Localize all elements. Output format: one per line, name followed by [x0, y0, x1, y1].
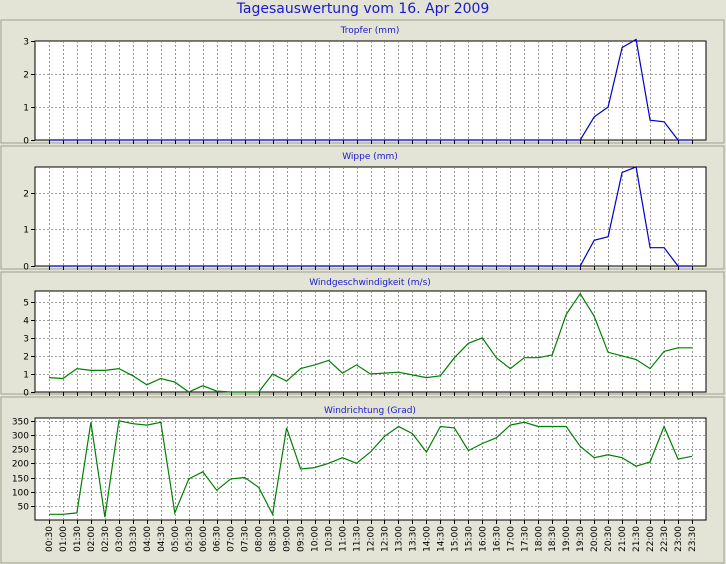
x-tick-label: 10:30: [325, 526, 335, 552]
chart-panel-0: Tropfer (mm) 0 1 2 3: [0, 19, 725, 147]
plot-area: [34, 166, 707, 267]
x-tick-label: 03:30: [129, 526, 139, 552]
series-line: [49, 38, 692, 141]
chart-title: Wippe (mm): [342, 152, 398, 162]
y-tick-label: 2: [23, 353, 29, 363]
x-tick-label: 13:30: [408, 526, 418, 552]
x-tick-label: 11:00: [339, 526, 349, 552]
chart-title: Windrichtung (Grad): [324, 406, 416, 416]
series-line: [48, 292, 692, 393]
x-tick-label: 05:30: [185, 526, 195, 552]
chart-title: Windgeschwindigkeit (m/s): [309, 278, 431, 288]
x-tick-label: 14:30: [436, 526, 446, 552]
x-tick-label: 22:30: [660, 526, 670, 552]
x-tick-label: 19:00: [562, 526, 572, 552]
chart-panel-1: Wippe (mm) 0 1 2: [0, 145, 725, 273]
y-tick-label: 2: [23, 71, 29, 81]
x-tick-label: 09:00: [283, 526, 293, 552]
x-tick-label: 20:00: [590, 526, 600, 552]
x-tick-label: 18:00: [534, 526, 544, 552]
x-tick-label: 07:30: [241, 526, 251, 552]
x-tick-label: 18:30: [548, 526, 558, 552]
x-tick-label: 09:30: [297, 526, 307, 552]
x-tick-label: 01:00: [59, 526, 69, 552]
y-tick-label: 4: [23, 317, 29, 327]
y-tick-label: 3: [23, 38, 29, 48]
series-line: [49, 166, 692, 267]
x-tick-label: 16:30: [492, 526, 502, 552]
y-tick-label: 0: [23, 389, 29, 399]
x-tick-label: 10:00: [311, 526, 321, 552]
y-tick-label: 100: [12, 489, 29, 499]
x-tick-label: 06:30: [213, 526, 223, 552]
x-tick-label: 12:30: [381, 526, 391, 552]
x-tick-label: 04:30: [157, 526, 167, 552]
x-tick-label: 21:30: [632, 526, 642, 552]
x-tick-label: 21:00: [618, 526, 628, 552]
plot-area: [34, 417, 707, 521]
chart-title: Tropfer (mm): [340, 26, 400, 36]
x-tick-label: 00:30: [45, 526, 55, 552]
x-tick-label: 12:00: [367, 526, 377, 552]
x-tick-label: 15:30: [464, 526, 474, 552]
y-tick-label: 2: [23, 190, 29, 200]
x-tick-label: 01:30: [73, 526, 83, 552]
x-tick-label: 20:30: [604, 526, 614, 552]
y-tick-label: 250: [12, 446, 29, 456]
y-tick-label: 5: [23, 299, 29, 309]
x-tick-label: 19:30: [576, 526, 586, 552]
x-tick-label: 13:00: [395, 526, 405, 552]
y-tick-label: 50: [18, 503, 30, 513]
x-tick-label: 22:00: [646, 526, 656, 552]
x-tick-label: 06:00: [199, 526, 209, 552]
x-tick-label: 03:00: [115, 526, 125, 552]
y-tick-label: 0: [23, 263, 29, 273]
x-tick-label: 11:30: [353, 526, 363, 552]
x-tick-label: 17:30: [520, 526, 530, 552]
series-line: [49, 420, 693, 518]
y-tick-label: 200: [12, 460, 29, 470]
y-tick-label: 300: [12, 432, 29, 442]
y-tick-label: 150: [12, 475, 29, 485]
x-tick-label: 04:00: [143, 526, 153, 552]
x-tick-label: 07:00: [227, 526, 237, 552]
y-tick-label: 0: [23, 137, 29, 147]
x-tick-label: 05:00: [171, 526, 181, 552]
x-tick-label: 23:30: [688, 526, 698, 552]
y-tick-label: 1: [23, 226, 29, 236]
y-tick-label: 1: [23, 371, 29, 381]
chart-panel-3: Windrichtung (Grad) 50 100 150 200 250 300 350: [0, 396, 725, 564]
y-tick-label: 3: [23, 335, 29, 345]
page-title: Tagesauswertung vom 16. Apr 2009: [236, 1, 490, 17]
x-tick-label: 14:00: [422, 526, 432, 552]
x-tick-label: 08:30: [269, 526, 279, 552]
x-tick-label: 02:00: [87, 526, 97, 552]
x-tick-label: 08:00: [255, 526, 265, 552]
y-tick-label: 350: [12, 418, 29, 428]
x-tick-label: 02:30: [101, 526, 111, 552]
plot-area: [34, 290, 707, 393]
x-tick-label: 15:00: [450, 526, 460, 552]
x-tick-label: 23:00: [674, 526, 684, 552]
chart-panel-2: Windgeschwindigkeit (m/s) 0 1 2 3 4 5: [0, 271, 725, 399]
plot-area: [34, 40, 707, 141]
y-tick-label: 1: [23, 104, 29, 114]
x-tick-label: 16:00: [478, 526, 488, 552]
x-tick-label: 17:00: [506, 526, 516, 552]
